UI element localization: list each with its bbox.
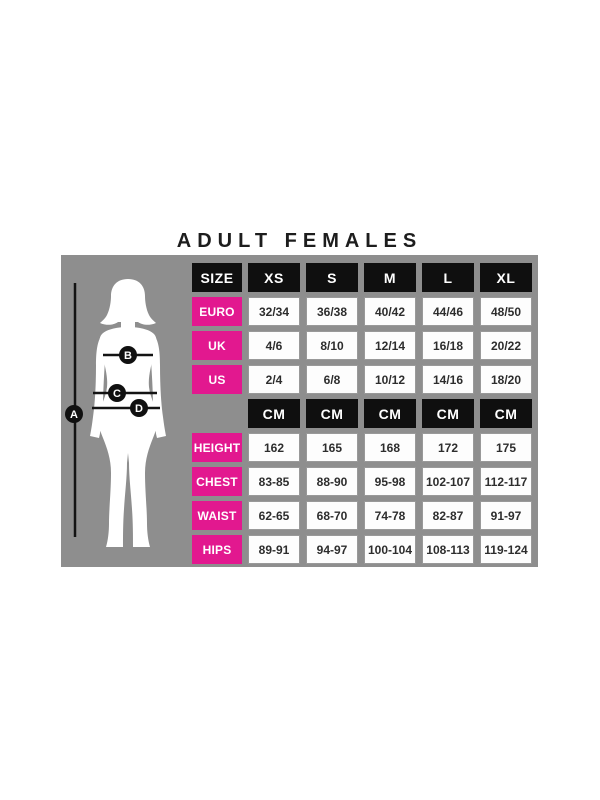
cell-euro-m: 40/42 [364,297,416,326]
col-header-xl: XL [480,263,532,292]
col-header-m: M [364,263,416,292]
cell-waist-s: 68-70 [306,501,358,530]
marker-b: B [119,346,137,364]
cell-hips-s: 94-97 [306,535,358,564]
marker-a: A [65,405,83,423]
unit-cm-m: CM [364,399,416,428]
cell-us-s: 6/8 [306,365,358,394]
cell-chest-xl: 112-117 [480,467,532,496]
cell-height-s: 165 [306,433,358,462]
cell-us-l: 14/16 [422,365,474,394]
unit-cm-l: CM [422,399,474,428]
unit-cm-xl: CM [480,399,532,428]
cell-waist-l: 82-87 [422,501,474,530]
unit-cm-s: CM [306,399,358,428]
cell-hips-l: 108-113 [422,535,474,564]
col-header-xs: XS [248,263,300,292]
row-label-height: HEIGHT [192,433,242,462]
cell-us-xl: 18/20 [480,365,532,394]
marker-c-letter: C [113,388,121,400]
size-table: SIZE XS S M L XL EURO 32/34 36/38 40/42 … [192,263,532,564]
marker-d: D [130,399,148,417]
silhouette-left-arm [90,335,106,438]
header-size-label: SIZE [192,263,242,292]
cell-waist-m: 74-78 [364,501,416,530]
cell-height-m: 168 [364,433,416,462]
cell-waist-xl: 91-97 [480,501,532,530]
cell-waist-xs: 62-65 [248,501,300,530]
cell-euro-xl: 48/50 [480,297,532,326]
cell-hips-m: 100-104 [364,535,416,564]
page-title: ADULT FEMALES [176,230,423,252]
row-label-hips: HIPS [192,535,242,564]
cell-chest-xs: 83-85 [248,467,300,496]
cell-chest-m: 95-98 [364,467,416,496]
cell-chest-s: 88-90 [306,467,358,496]
cell-uk-xs: 4/6 [248,331,300,360]
cell-euro-xs: 32/34 [248,297,300,326]
row-label-waist: WAIST [192,501,242,530]
row-label-euro: EURO [192,297,242,326]
body-measurement-diagram: A B C D [65,279,166,547]
row-label-chest: CHEST [192,467,242,496]
cell-chest-l: 102-107 [422,467,474,496]
cell-hips-xl: 119-124 [480,535,532,564]
cell-hips-xs: 89-91 [248,535,300,564]
silhouette-head-hair [100,279,156,325]
silhouette-right-arm [150,335,166,438]
col-header-s: S [306,263,358,292]
col-header-l: L [422,263,474,292]
cell-height-xs: 162 [248,433,300,462]
female-body-silhouette [90,279,166,547]
cell-height-xl: 175 [480,433,532,462]
cell-uk-xl: 20/22 [480,331,532,360]
unit-cm-xs: CM [248,399,300,428]
marker-d-letter: D [135,403,143,415]
cell-height-l: 172 [422,433,474,462]
silhouette-torso-legs [99,327,157,547]
marker-a-letter: A [70,409,78,421]
cell-euro-l: 44/46 [422,297,474,326]
cell-us-m: 10/12 [364,365,416,394]
cell-uk-m: 12/14 [364,331,416,360]
silhouette-neck [121,315,135,329]
row-label-uk: UK [192,331,242,360]
marker-c: C [108,384,126,402]
cell-us-xs: 2/4 [248,365,300,394]
cell-euro-s: 36/38 [306,297,358,326]
cell-uk-s: 8/10 [306,331,358,360]
marker-b-letter: B [124,350,132,362]
cell-uk-l: 16/18 [422,331,474,360]
row-label-us: US [192,365,242,394]
chart-panel: A B C D SIZE XS S M L XL EURO [61,255,538,567]
unit-row-spacer [192,399,242,428]
